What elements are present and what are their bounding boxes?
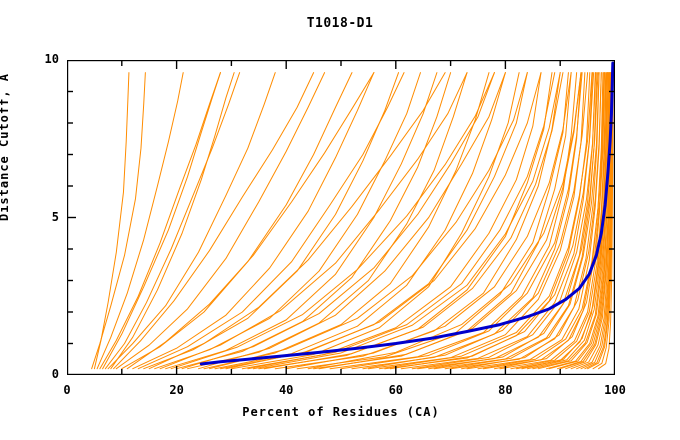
prediction-curve	[351, 72, 582, 370]
plot-canvas	[67, 60, 615, 375]
prediction-curve	[362, 72, 589, 370]
prediction-curve	[389, 72, 595, 370]
y-tick-label: 10	[44, 52, 59, 66]
prediction-curve	[170, 72, 495, 370]
prediction-curve	[113, 72, 315, 370]
prediction-curve	[570, 72, 612, 370]
prediction-curve	[296, 72, 569, 370]
prediction-curve	[510, 72, 607, 370]
prediction-curve	[576, 72, 612, 370]
prediction-curve	[107, 72, 276, 370]
prediction-curve	[165, 72, 438, 370]
prediction-curve	[526, 72, 609, 370]
prediction-curve	[285, 72, 572, 370]
prediction-curve	[137, 72, 405, 370]
prediction-curve	[417, 72, 596, 370]
prediction-curve	[115, 72, 326, 370]
prediction-curve	[203, 72, 490, 370]
prediction-curve	[537, 72, 610, 370]
prediction-curve	[384, 72, 591, 370]
prediction-curve	[247, 72, 556, 370]
prediction-curve	[598, 72, 614, 370]
x-tick-label: 40	[278, 383, 294, 397]
prediction-curve	[104, 72, 241, 370]
y-tick-label: 0	[51, 367, 59, 381]
prediction-curve	[499, 72, 606, 370]
prediction-curve	[592, 72, 614, 370]
prediction-curve	[96, 72, 184, 370]
plot-area	[67, 60, 615, 375]
prediction-curve	[214, 72, 506, 370]
x-tick-label: 80	[498, 383, 513, 397]
x-tick-label: 60	[388, 383, 404, 397]
prediction-curve	[428, 72, 599, 370]
x-tick-label: 20	[169, 383, 184, 397]
prediction-curve	[126, 72, 375, 370]
prediction-curve	[198, 72, 506, 370]
prediction-curve	[444, 72, 600, 370]
prediction-curve	[225, 72, 542, 370]
x-tick-label: 0	[63, 383, 71, 397]
prediction-curve	[411, 72, 597, 370]
prediction-curve	[132, 72, 375, 370]
prediction-curve	[208, 72, 528, 370]
y-tick-label: 5	[51, 209, 59, 224]
prediction-curve	[318, 72, 582, 370]
prediction-curve	[102, 72, 221, 370]
prediction-curve	[91, 72, 146, 370]
prediction-curve	[515, 72, 607, 370]
prediction-curve	[159, 72, 468, 370]
prediction-curve	[329, 72, 578, 370]
reference-curve	[199, 61, 615, 366]
prediction-curve	[181, 72, 495, 370]
prediction-curve	[99, 72, 221, 370]
prediction-curve	[154, 72, 421, 370]
prediction-curve	[340, 72, 583, 370]
prediction-curve	[461, 72, 602, 370]
prediction-curve	[93, 72, 130, 370]
chart-title: T1018-D1	[306, 16, 374, 31]
prediction-curve	[148, 72, 446, 370]
prediction-curve	[110, 72, 235, 370]
x-tick-label: 100	[604, 383, 626, 397]
prediction-curve	[176, 72, 452, 370]
prediction-curve	[378, 72, 593, 370]
prediction-curve	[263, 72, 564, 370]
prediction-curve	[521, 72, 608, 370]
prediction-curve	[450, 72, 600, 370]
y-axis-title: Distance Cutoff, A	[0, 73, 11, 222]
x-axis-title: Percent of Residues (CA)	[242, 405, 440, 419]
prediction-curve	[493, 72, 605, 370]
prediction-curve	[187, 72, 468, 370]
prediction-curve	[307, 72, 582, 370]
